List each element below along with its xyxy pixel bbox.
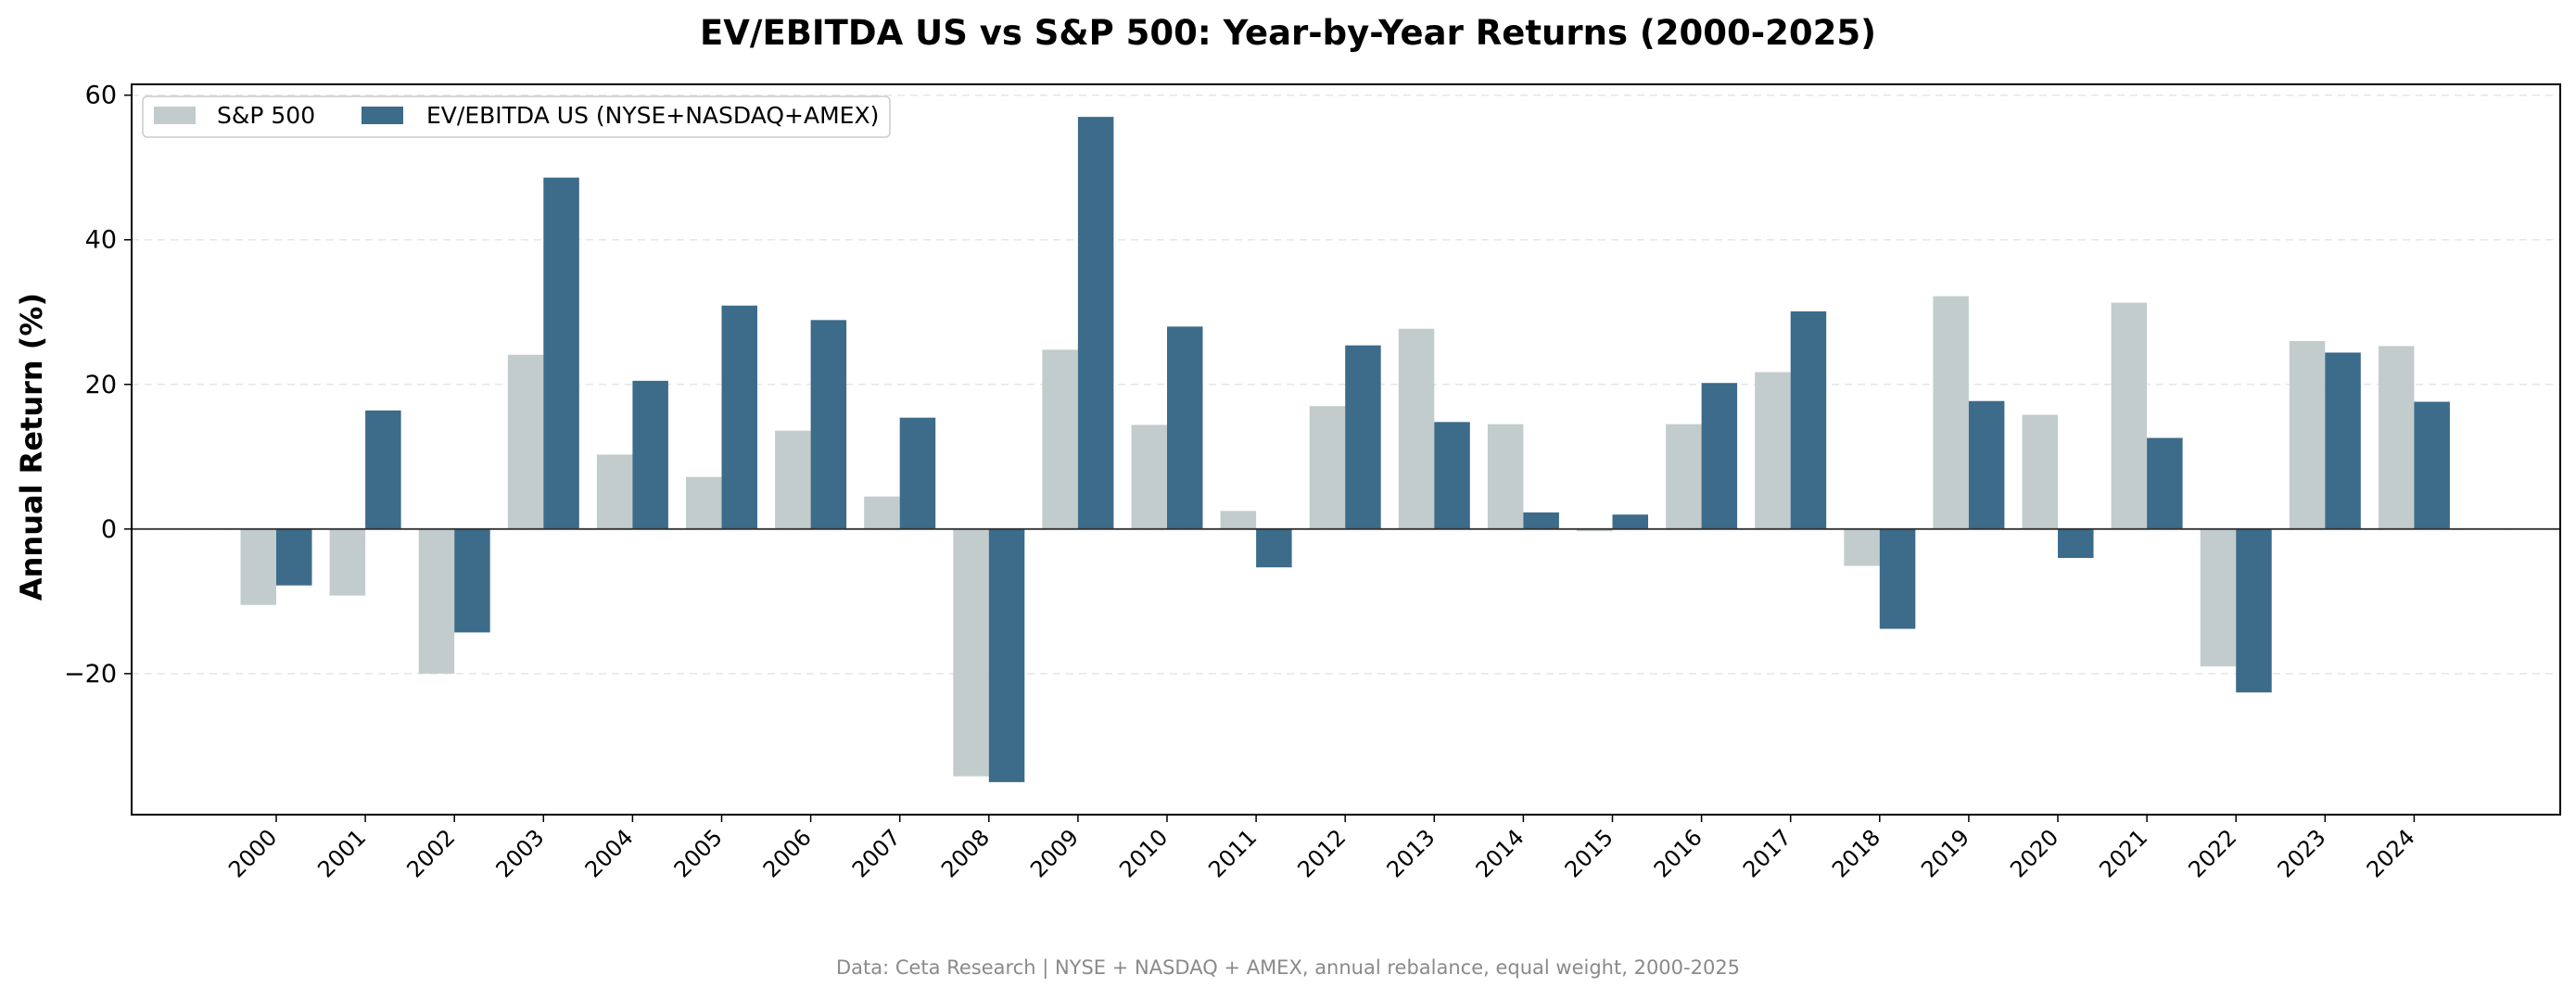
bar-ev-ebitda-2001 bbox=[365, 410, 401, 529]
legend-swatch-ev-ebitda bbox=[362, 107, 403, 124]
bar-sp500-2012 bbox=[1309, 406, 1346, 529]
chart-title: EV/EBITDA US vs S&P 500: Year-by-Year Re… bbox=[700, 13, 1876, 53]
bar-sp500-2010 bbox=[1131, 424, 1167, 529]
bar-ev-ebitda-2014 bbox=[1523, 512, 1559, 529]
bar-sp500-2021 bbox=[2111, 302, 2148, 529]
bar-sp500-2015 bbox=[1577, 528, 1613, 532]
bar-ev-ebitda-2000 bbox=[276, 528, 312, 586]
bar-sp500-2008 bbox=[953, 528, 989, 777]
bar-sp500-2023 bbox=[2289, 340, 2326, 529]
bar-sp500-2003 bbox=[507, 354, 544, 529]
bar-ev-ebitda-2017 bbox=[1790, 310, 1827, 529]
bar-sp500-2019 bbox=[1933, 296, 1969, 529]
bar-ev-ebitda-2008 bbox=[988, 528, 1025, 782]
bar-sp500-2018 bbox=[1844, 528, 1880, 566]
bar-ev-ebitda-2010 bbox=[1167, 326, 1203, 529]
bar-ev-ebitda-2024 bbox=[2414, 401, 2450, 529]
y-tick-label: 0 bbox=[101, 515, 117, 544]
legend-label-ev-ebitda: EV/EBITDA US (NYSE+NASDAQ+AMEX) bbox=[426, 102, 879, 129]
bar-ev-ebitda-2002 bbox=[454, 528, 490, 633]
bar-ev-ebitda-2007 bbox=[899, 417, 936, 529]
bar-ev-ebitda-2020 bbox=[2058, 528, 2094, 559]
bar-sp500-2016 bbox=[1666, 424, 1702, 529]
plot-frame bbox=[131, 83, 2561, 816]
bar-ev-ebitda-2016 bbox=[1701, 383, 1738, 529]
legend-label-sp500: S&P 500 bbox=[217, 102, 315, 129]
bar-sp500-2024 bbox=[2378, 346, 2415, 529]
bar-sp500-2009 bbox=[1042, 349, 1078, 529]
bar-ev-ebitda-2015 bbox=[1612, 514, 1648, 529]
bar-sp500-2001 bbox=[329, 528, 366, 596]
bar-ev-ebitda-2022 bbox=[2236, 528, 2272, 693]
y-tick-label: 60 bbox=[85, 82, 117, 110]
bar-sp500-2020 bbox=[2022, 414, 2058, 529]
bar-ev-ebitda-2023 bbox=[2325, 352, 2361, 529]
y-tick-label: −20 bbox=[64, 660, 117, 689]
legend-swatch-sp500 bbox=[154, 107, 196, 124]
bar-sp500-2004 bbox=[596, 454, 633, 529]
bar-ev-ebitda-2013 bbox=[1434, 422, 1470, 529]
bar-sp500-2006 bbox=[775, 430, 811, 529]
bar-sp500-2000 bbox=[240, 528, 276, 605]
bar-ev-ebitda-2011 bbox=[1256, 528, 1292, 568]
bar-ev-ebitda-2009 bbox=[1077, 117, 1114, 529]
bar-sp500-2013 bbox=[1398, 328, 1435, 529]
bar-ev-ebitda-2005 bbox=[721, 305, 757, 529]
bar-ev-ebitda-2003 bbox=[543, 177, 579, 529]
bar-ev-ebitda-2018 bbox=[1879, 528, 1916, 629]
legend-box bbox=[142, 95, 891, 138]
bar-ev-ebitda-2012 bbox=[1345, 345, 1381, 529]
y-tick-label: 40 bbox=[85, 226, 117, 255]
bar-sp500-2014 bbox=[1487, 424, 1524, 529]
bar-sp500-2011 bbox=[1220, 511, 1257, 529]
y-axis-label: Annual Return (%) bbox=[14, 293, 49, 601]
bar-ev-ebitda-2006 bbox=[810, 320, 847, 529]
footnote: Data: Ceta Research | NYSE + NASDAQ + AM… bbox=[836, 956, 1740, 980]
y-tick-label: 20 bbox=[85, 371, 117, 399]
bar-sp500-2017 bbox=[1755, 372, 1791, 529]
bar-ev-ebitda-2004 bbox=[632, 380, 668, 529]
bar-ev-ebitda-2019 bbox=[1968, 400, 2005, 529]
bar-sp500-2002 bbox=[418, 528, 455, 674]
bar-ev-ebitda-2021 bbox=[2147, 437, 2183, 529]
bar-sp500-2022 bbox=[2200, 528, 2237, 667]
bar-sp500-2005 bbox=[686, 476, 722, 529]
bar-sp500-2007 bbox=[864, 496, 900, 529]
legend: S&P 500 EV/EBITDA US (NYSE+NASDAQ+AMEX) bbox=[142, 95, 891, 138]
